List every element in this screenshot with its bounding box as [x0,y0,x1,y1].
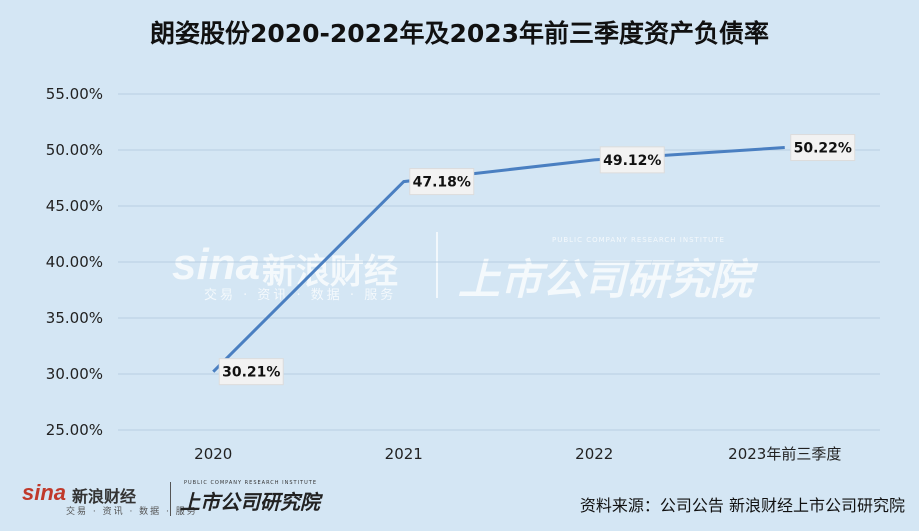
data-label: 50.22% [794,141,852,157]
x-tick-label: 2021 [385,445,423,463]
watermark-sina-logo: sina [172,240,261,289]
data-label: 49.12% [603,153,661,169]
data-label-box [599,146,665,174]
x-tick-label: 2023年前三季度 [728,445,841,463]
y-tick-label: 45.00% [46,197,103,215]
chart-title: 朗姿股份2020-2022年及2023年前三季度资产负债率 [149,19,770,48]
data-label-box [218,358,284,386]
x-tick-label: 2020 [194,445,232,463]
sina-tagline: 交易 · 资讯 · 数据 · 服务 [66,507,198,517]
data-label: 30.21% [222,365,280,381]
watermark-sina-name: 新浪财经 [262,252,398,292]
watermark-institute-en: PUBLIC COMPANY RESEARCH INSTITUTE [552,236,725,244]
watermark-divider [436,232,438,298]
y-tick-label: 50.00% [46,141,103,159]
y-tick-label: 25.00% [46,421,103,439]
y-tick-label: 30.00% [46,365,103,383]
data-label-box [790,134,856,162]
x-tick-label: 2022 [575,445,613,463]
footer-logos: sina 新浪财经 交易 · 资讯 · 数据 · 服务 PUBLIC COMPA… [22,480,342,520]
y-tick-label: 40.00% [46,253,103,271]
source-note: 资料来源：公司公告 新浪财经上市公司研究院 [579,496,905,515]
institute-name: 上市公司研究院 [180,490,320,514]
y-tick-label: 35.00% [46,309,103,327]
data-label: 47.18% [413,175,471,191]
y-tick-label: 55.00% [46,85,103,103]
footer-divider [170,482,171,516]
sina-logo: sina [22,480,67,505]
data-label-box [409,168,475,196]
watermark-sina-tagline: 交易 · 资讯 · 数据 · 服务 [204,288,397,303]
watermark-institute-name: 上市公司研究院 [458,255,753,304]
series-line [212,146,785,373]
sina-name: 新浪财经 [72,487,137,506]
institute-en-name: PUBLIC COMPANY RESEARCH INSTITUTE [184,480,317,486]
